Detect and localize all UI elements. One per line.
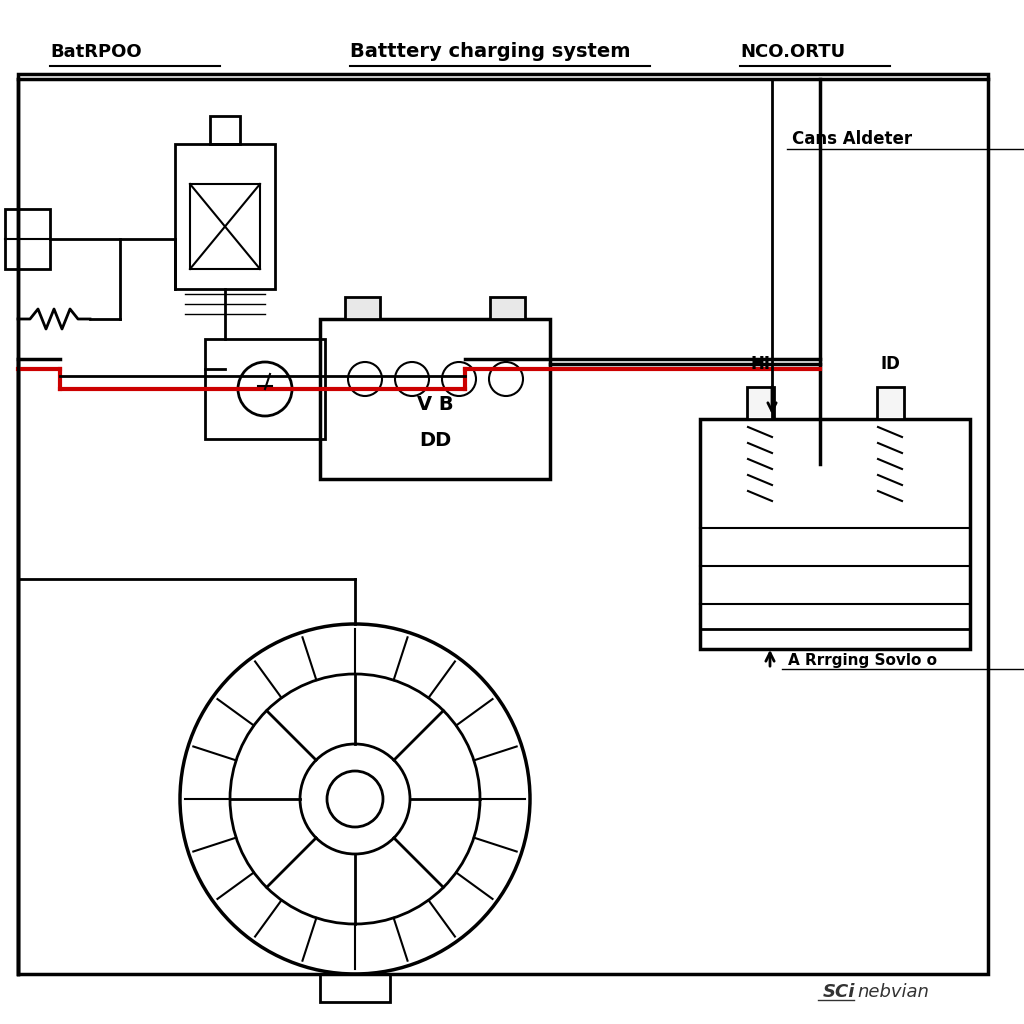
- Text: BatRPOO: BatRPOO: [50, 43, 141, 61]
- Text: nebvian: nebvian: [857, 983, 929, 1001]
- Bar: [319, 319, 550, 479]
- Text: HI: HI: [750, 355, 770, 373]
- Text: A Rrrging Sovlo o: A Rrrging Sovlo o: [788, 653, 937, 669]
- Text: V B: V B: [417, 394, 454, 414]
- Bar: [5, 209, 50, 269]
- Text: Cans Aldeter: Cans Aldeter: [792, 130, 912, 148]
- Text: Batttery charging system: Batttery charging system: [350, 43, 631, 61]
- Bar: [345, 297, 380, 319]
- Text: SCi: SCi: [822, 983, 855, 1001]
- Bar: [175, 144, 275, 289]
- Bar: [490, 297, 525, 319]
- Bar: [205, 339, 325, 439]
- Bar: [746, 387, 774, 419]
- Bar: [18, 74, 988, 974]
- Text: DD: DD: [419, 431, 452, 451]
- Bar: [210, 116, 240, 144]
- Bar: [877, 387, 904, 419]
- Text: ID: ID: [880, 355, 900, 373]
- Bar: [190, 184, 260, 269]
- Bar: [319, 974, 390, 1002]
- Bar: [700, 419, 970, 649]
- Text: NCO.ORTU: NCO.ORTU: [740, 43, 845, 61]
